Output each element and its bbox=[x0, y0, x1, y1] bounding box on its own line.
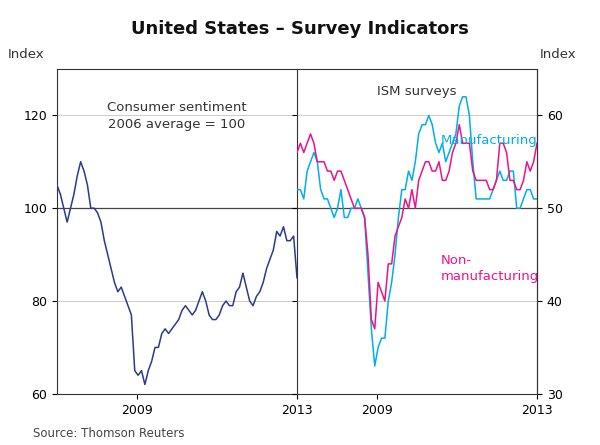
Text: Source: Thomson Reuters: Source: Thomson Reuters bbox=[33, 427, 185, 440]
Text: Index: Index bbox=[8, 49, 44, 61]
Text: ISM surveys: ISM surveys bbox=[377, 85, 457, 98]
Text: Manufacturing: Manufacturing bbox=[441, 134, 538, 147]
Text: Index: Index bbox=[540, 49, 577, 61]
Text: Non-
manufacturing: Non- manufacturing bbox=[441, 254, 539, 283]
Text: Consumer sentiment
2006 average = 100: Consumer sentiment 2006 average = 100 bbox=[107, 101, 247, 131]
Text: United States – Survey Indicators: United States – Survey Indicators bbox=[131, 20, 469, 38]
